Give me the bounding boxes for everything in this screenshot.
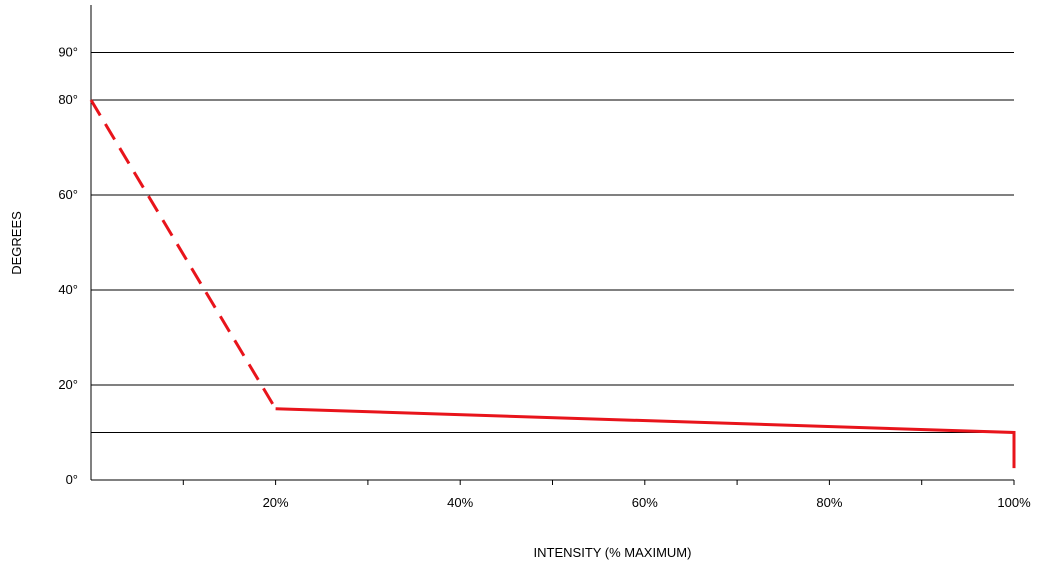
x-axis-title: INTENSITY (% MAXIMUM) <box>534 545 692 560</box>
x-tick-label: 20% <box>263 495 289 510</box>
x-tick-label: 100% <box>997 495 1031 510</box>
y-tick-label: 40° <box>58 282 78 297</box>
y-tick-label: 0° <box>66 472 78 487</box>
series <box>89 99 1016 469</box>
x-tick-label: 40% <box>447 495 473 510</box>
y-tick-label: 80° <box>58 92 78 107</box>
x-tick-label: 80% <box>816 495 842 510</box>
ticks: 20% 40% 60% 80% 100% 0° 20° 40° 60° 80° 90° <box>58 45 1031 511</box>
y-tick-label: 90° <box>58 45 78 60</box>
y-tick-label: 60° <box>58 187 78 202</box>
y-tick-label: 20° <box>58 377 78 392</box>
gridlines <box>91 52 1014 433</box>
x-tick-label: 60% <box>632 495 658 510</box>
series-line-solid <box>275 407 1016 469</box>
series-line-dashed <box>89 99 277 410</box>
axes <box>90 5 1014 481</box>
y-axis-title: DEGREES <box>9 211 24 275</box>
